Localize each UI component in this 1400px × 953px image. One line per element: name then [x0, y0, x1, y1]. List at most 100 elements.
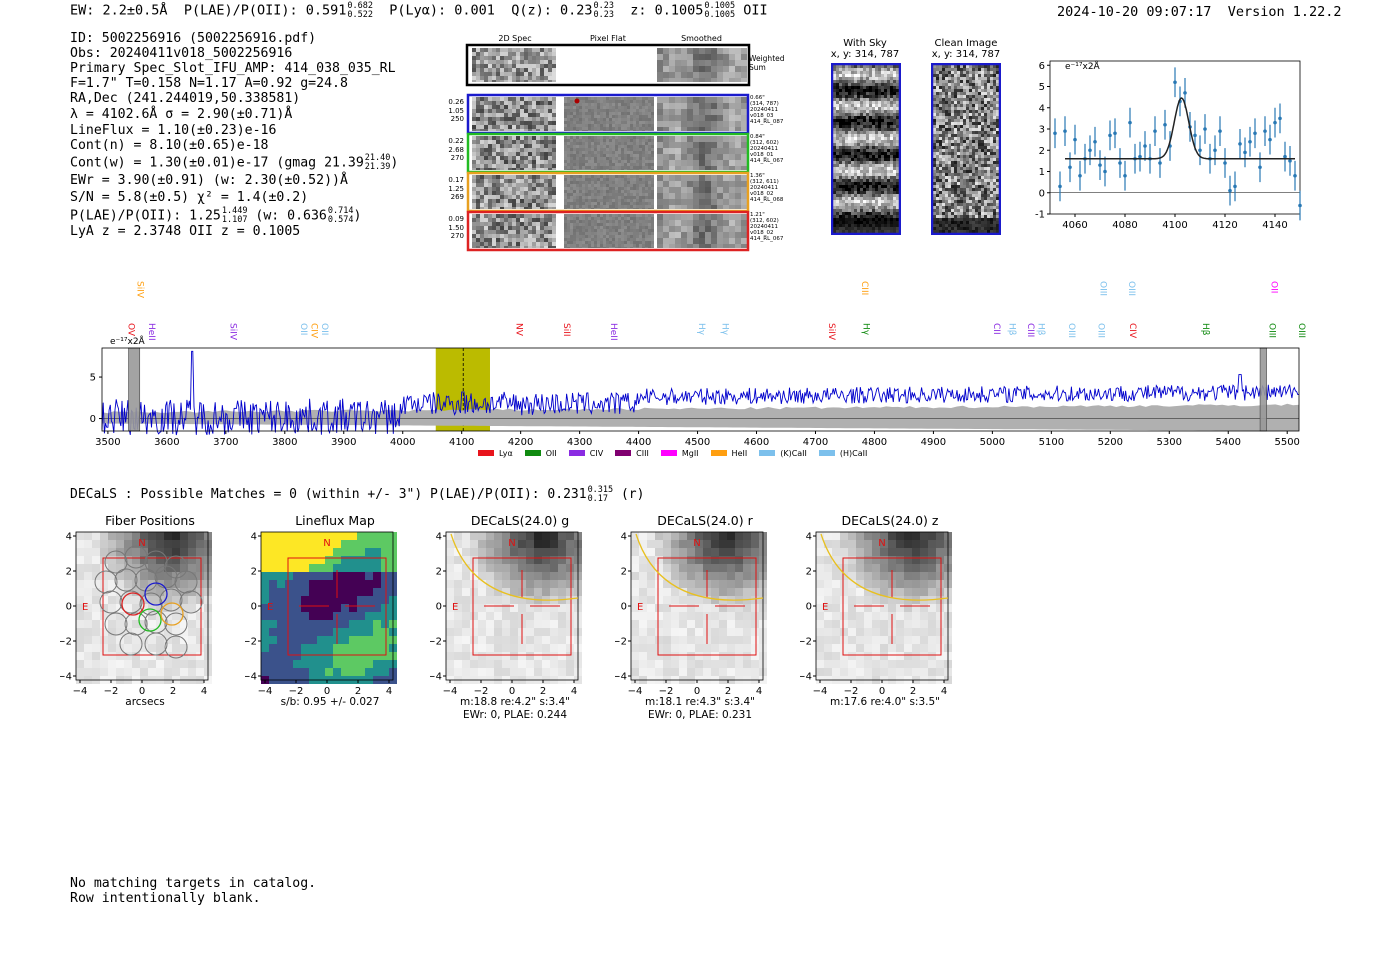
cutout-pixel [532, 48, 536, 52]
cutout-pixel [512, 207, 516, 209]
sky-pixel [881, 101, 884, 104]
cutout-pixel [544, 136, 548, 140]
cutout-pixel [651, 169, 654, 170]
sky-pixel [872, 134, 875, 137]
cutout-pixel [612, 166, 615, 169]
cutout-pixel [741, 72, 747, 78]
cutout-pixel [687, 220, 693, 226]
cutout-pixel [552, 218, 556, 222]
sky-pixel [854, 230, 857, 233]
cutout-pixel [606, 106, 609, 109]
sky-pixel [887, 86, 890, 89]
cutout-pixel [573, 175, 576, 178]
cutout-pixel [567, 199, 570, 202]
sky-pixel [966, 158, 969, 161]
sky-pixel [881, 71, 884, 74]
cutout-pixel [627, 190, 630, 193]
sky-pixel [957, 86, 960, 89]
header-datetime: 2024-10-20 09:07:17 Version 1.22.2 [1057, 5, 1342, 20]
sky-pixel [863, 68, 866, 71]
cutout-pixel [536, 226, 540, 230]
cutout-pixel [488, 129, 492, 131]
cutout-pixel [651, 244, 654, 247]
cutout-pixel [741, 154, 747, 160]
cutout-pixel [639, 169, 642, 170]
cutout-pixel [594, 187, 597, 190]
cutout-pixel [585, 181, 588, 184]
sky-pixel [842, 197, 845, 200]
cutout-pixel [585, 154, 588, 157]
cutout-pixel [512, 48, 516, 52]
sky-pixel [939, 101, 942, 104]
sky-pixel [939, 161, 942, 164]
cutout-pixel [567, 115, 570, 118]
cutout-pixel [636, 178, 639, 181]
sky-pixel [890, 206, 893, 209]
sky-pixel [987, 143, 990, 146]
cutout-pixel [645, 109, 648, 112]
cutout-pixel [618, 115, 621, 118]
sky-pixel [884, 86, 887, 89]
cutout-pixel [711, 220, 717, 226]
sky-pixel [890, 65, 893, 68]
cutout-pixel [544, 148, 548, 152]
cutout-pixel [609, 121, 612, 124]
cutout-pixel [639, 160, 642, 163]
sky-pixel [987, 140, 990, 143]
sky-pixel [890, 167, 893, 170]
cutout-pixel [639, 139, 642, 142]
cutout-pixel [645, 175, 648, 178]
sky-pixel [981, 176, 984, 179]
sky-pixel [957, 104, 960, 107]
cutout-pixel [663, 54, 669, 60]
sky-pixel [966, 161, 969, 164]
sky-pixel [839, 185, 842, 188]
cutout-pixel [564, 226, 567, 229]
sky-pixel [969, 134, 972, 137]
sky-pixel [887, 74, 890, 77]
sky-pixel [869, 137, 872, 140]
cutout-pixel [567, 232, 570, 235]
cutout-pixel [594, 247, 597, 248]
cutout-pixel [624, 217, 627, 220]
cutout-pixel [618, 145, 621, 148]
sky-pixel [939, 95, 942, 98]
sky-pixel [954, 182, 957, 185]
sky-pixel [893, 137, 896, 140]
cutout-pixel [516, 56, 520, 60]
sky-pixel [857, 77, 860, 80]
sky-pixel [969, 86, 972, 89]
plya-value: P(Lyα): 0.001 [389, 2, 495, 19]
sky-pixel [969, 167, 972, 170]
sky-pixel [893, 179, 896, 182]
cutout-pixel [651, 247, 654, 248]
cutout-pixel [723, 121, 729, 127]
cutout-pixel [651, 145, 654, 148]
sky-pixel [990, 161, 993, 164]
sky-pixel [996, 137, 999, 140]
sky-pixel [939, 176, 942, 179]
sky-pixel [896, 146, 899, 149]
sky-pixel [939, 152, 942, 155]
cutout-pixel [645, 187, 648, 190]
cutout-pixel [512, 97, 516, 101]
cutout-pixel [588, 193, 591, 196]
cutout-pixel [585, 202, 588, 205]
sky-pixel [978, 104, 981, 107]
sky-pixel [951, 146, 954, 149]
cutout-pixel [600, 118, 603, 121]
cutout-pixel [636, 121, 639, 124]
sky-pixel [993, 176, 996, 179]
sky-pixel [869, 182, 872, 185]
cutout-pixel [657, 66, 663, 72]
sky-pixel [881, 137, 884, 140]
cutout-pixel [657, 72, 663, 78]
sky-pixel [933, 182, 936, 185]
sky-pixel [978, 149, 981, 152]
sky-pixel [951, 131, 954, 134]
sky-pixel [884, 188, 887, 191]
cutout-pixel [603, 160, 606, 163]
sky-pixel [893, 215, 896, 218]
cutout-pixel [663, 181, 669, 187]
cutout-pixel [600, 139, 603, 142]
